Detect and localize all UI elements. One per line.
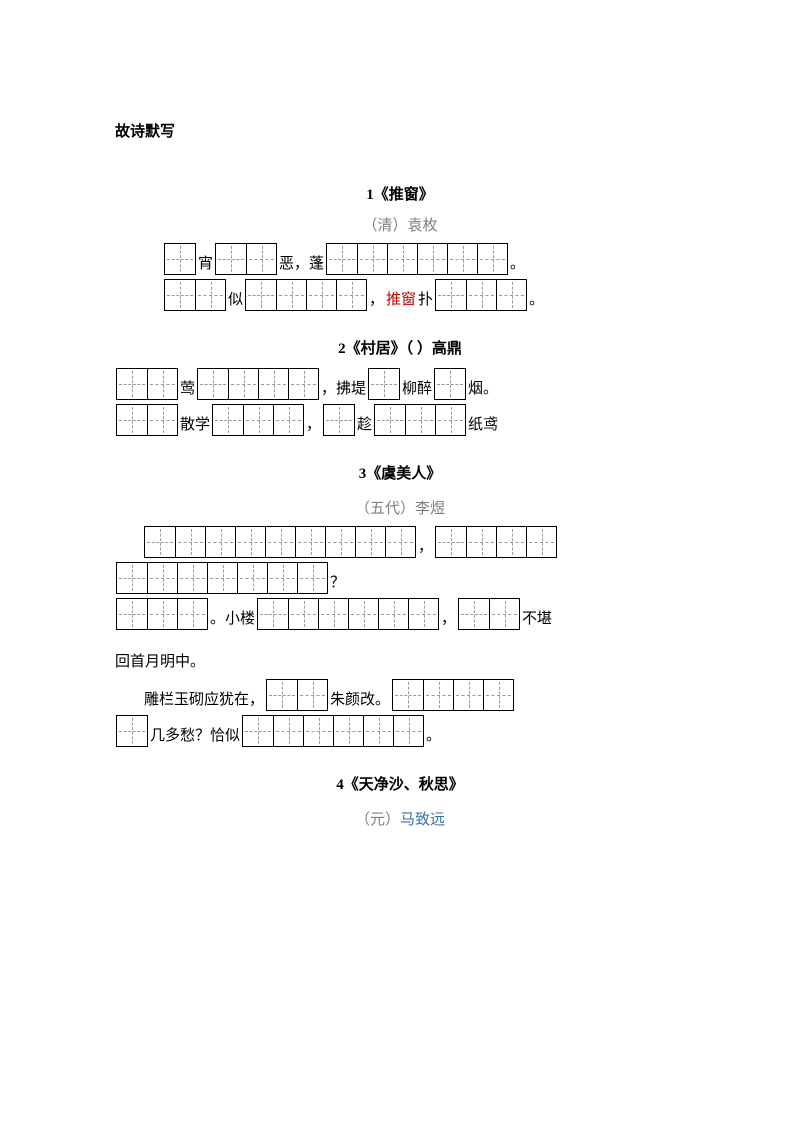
fill-box[interactable] bbox=[197, 368, 319, 400]
fill-box[interactable] bbox=[245, 279, 367, 311]
text: 雕栏玉砌应犹在， bbox=[143, 691, 265, 711]
text: 烟。 bbox=[467, 380, 499, 400]
poem2-title: 2《村居》（ ）高鼎 bbox=[115, 337, 685, 358]
text: 趁 bbox=[356, 416, 373, 436]
fill-box[interactable] bbox=[435, 526, 557, 558]
poem3-title: 3《虞美人》 bbox=[115, 462, 685, 483]
text: 不堪 bbox=[521, 610, 553, 630]
text: ， bbox=[440, 610, 457, 630]
text-highlight: 推窗 bbox=[385, 291, 417, 311]
text: ，拂堤 bbox=[320, 380, 367, 400]
text: 恶，蓬 bbox=[278, 255, 325, 275]
fill-box[interactable] bbox=[212, 404, 304, 436]
fill-box[interactable] bbox=[116, 715, 148, 747]
poem4-author: （元）马致远 bbox=[115, 808, 685, 829]
fill-box[interactable] bbox=[326, 243, 508, 275]
text: 扑 bbox=[417, 291, 434, 311]
author-prefix: （元） bbox=[355, 812, 400, 828]
page-title: 故诗默写 bbox=[115, 120, 685, 141]
text: 朱颜改。 bbox=[329, 691, 391, 711]
poem3-line3: 。小楼 ， 不堪 bbox=[115, 598, 685, 630]
text: 散学 bbox=[179, 416, 211, 436]
poem1-author: （清）袁枚 bbox=[115, 214, 685, 235]
fill-box[interactable] bbox=[144, 526, 416, 558]
poem4-title: 4《天净沙、秋思》 bbox=[115, 773, 685, 794]
fill-box[interactable] bbox=[116, 562, 328, 594]
text: 。 bbox=[509, 255, 526, 275]
fill-box[interactable] bbox=[458, 598, 520, 630]
fill-box[interactable] bbox=[116, 598, 208, 630]
poem1-line1: 宵 恶，蓬 。 bbox=[115, 243, 685, 275]
text: 宵 bbox=[197, 255, 214, 275]
poem3-line5: 几多愁？恰似 。 bbox=[115, 715, 685, 747]
author-name: 李煜 bbox=[415, 501, 445, 517]
author-name: 袁枚 bbox=[408, 218, 438, 234]
poem2-line1: 莺 ，拂堤 柳醉 烟。 bbox=[115, 368, 685, 400]
fill-box[interactable] bbox=[242, 715, 424, 747]
text: 。小楼 bbox=[209, 610, 256, 630]
poem3-plain1: 回首月明中。 bbox=[115, 650, 685, 671]
fill-box[interactable] bbox=[164, 243, 196, 275]
fill-box[interactable] bbox=[323, 404, 355, 436]
text: 柳醉 bbox=[401, 380, 433, 400]
fill-box[interactable] bbox=[374, 404, 466, 436]
text: 。 bbox=[425, 727, 442, 747]
fill-box[interactable] bbox=[215, 243, 277, 275]
poem1-title: 1《推窗》 bbox=[115, 183, 685, 204]
text: 似 bbox=[227, 291, 244, 311]
poem3-line1: ， bbox=[115, 526, 685, 558]
fill-box[interactable] bbox=[257, 598, 439, 630]
text: 纸鸢 bbox=[467, 416, 499, 436]
text: 。 bbox=[528, 291, 545, 311]
author-prefix: （清） bbox=[362, 218, 407, 234]
poem3-author: （五代）李煜 bbox=[115, 497, 685, 518]
fill-box[interactable] bbox=[392, 679, 514, 711]
text: ， bbox=[305, 416, 322, 436]
fill-box[interactable] bbox=[116, 368, 178, 400]
fill-box[interactable] bbox=[266, 679, 328, 711]
poem1-line2: 似 ， 推窗 扑 。 bbox=[115, 279, 685, 311]
text: 莺 bbox=[179, 380, 196, 400]
fill-box[interactable] bbox=[116, 404, 178, 436]
text: ？ bbox=[329, 574, 346, 594]
poem3-line2: ？ bbox=[115, 562, 685, 594]
fill-box[interactable] bbox=[435, 279, 527, 311]
text: ， bbox=[368, 291, 385, 311]
poem2-line2: 散学 ， 趁 纸鸢 bbox=[115, 404, 685, 436]
poem3-line4: 雕栏玉砌应犹在， 朱颜改。 bbox=[115, 679, 685, 711]
fill-box[interactable] bbox=[164, 279, 226, 311]
text: ， bbox=[417, 538, 434, 558]
author-prefix: （五代） bbox=[355, 501, 415, 517]
author-name-link[interactable]: 马致远 bbox=[400, 812, 445, 828]
fill-box[interactable] bbox=[368, 368, 400, 400]
text: 几多愁？恰似 bbox=[149, 727, 241, 747]
fill-box[interactable] bbox=[434, 368, 466, 400]
